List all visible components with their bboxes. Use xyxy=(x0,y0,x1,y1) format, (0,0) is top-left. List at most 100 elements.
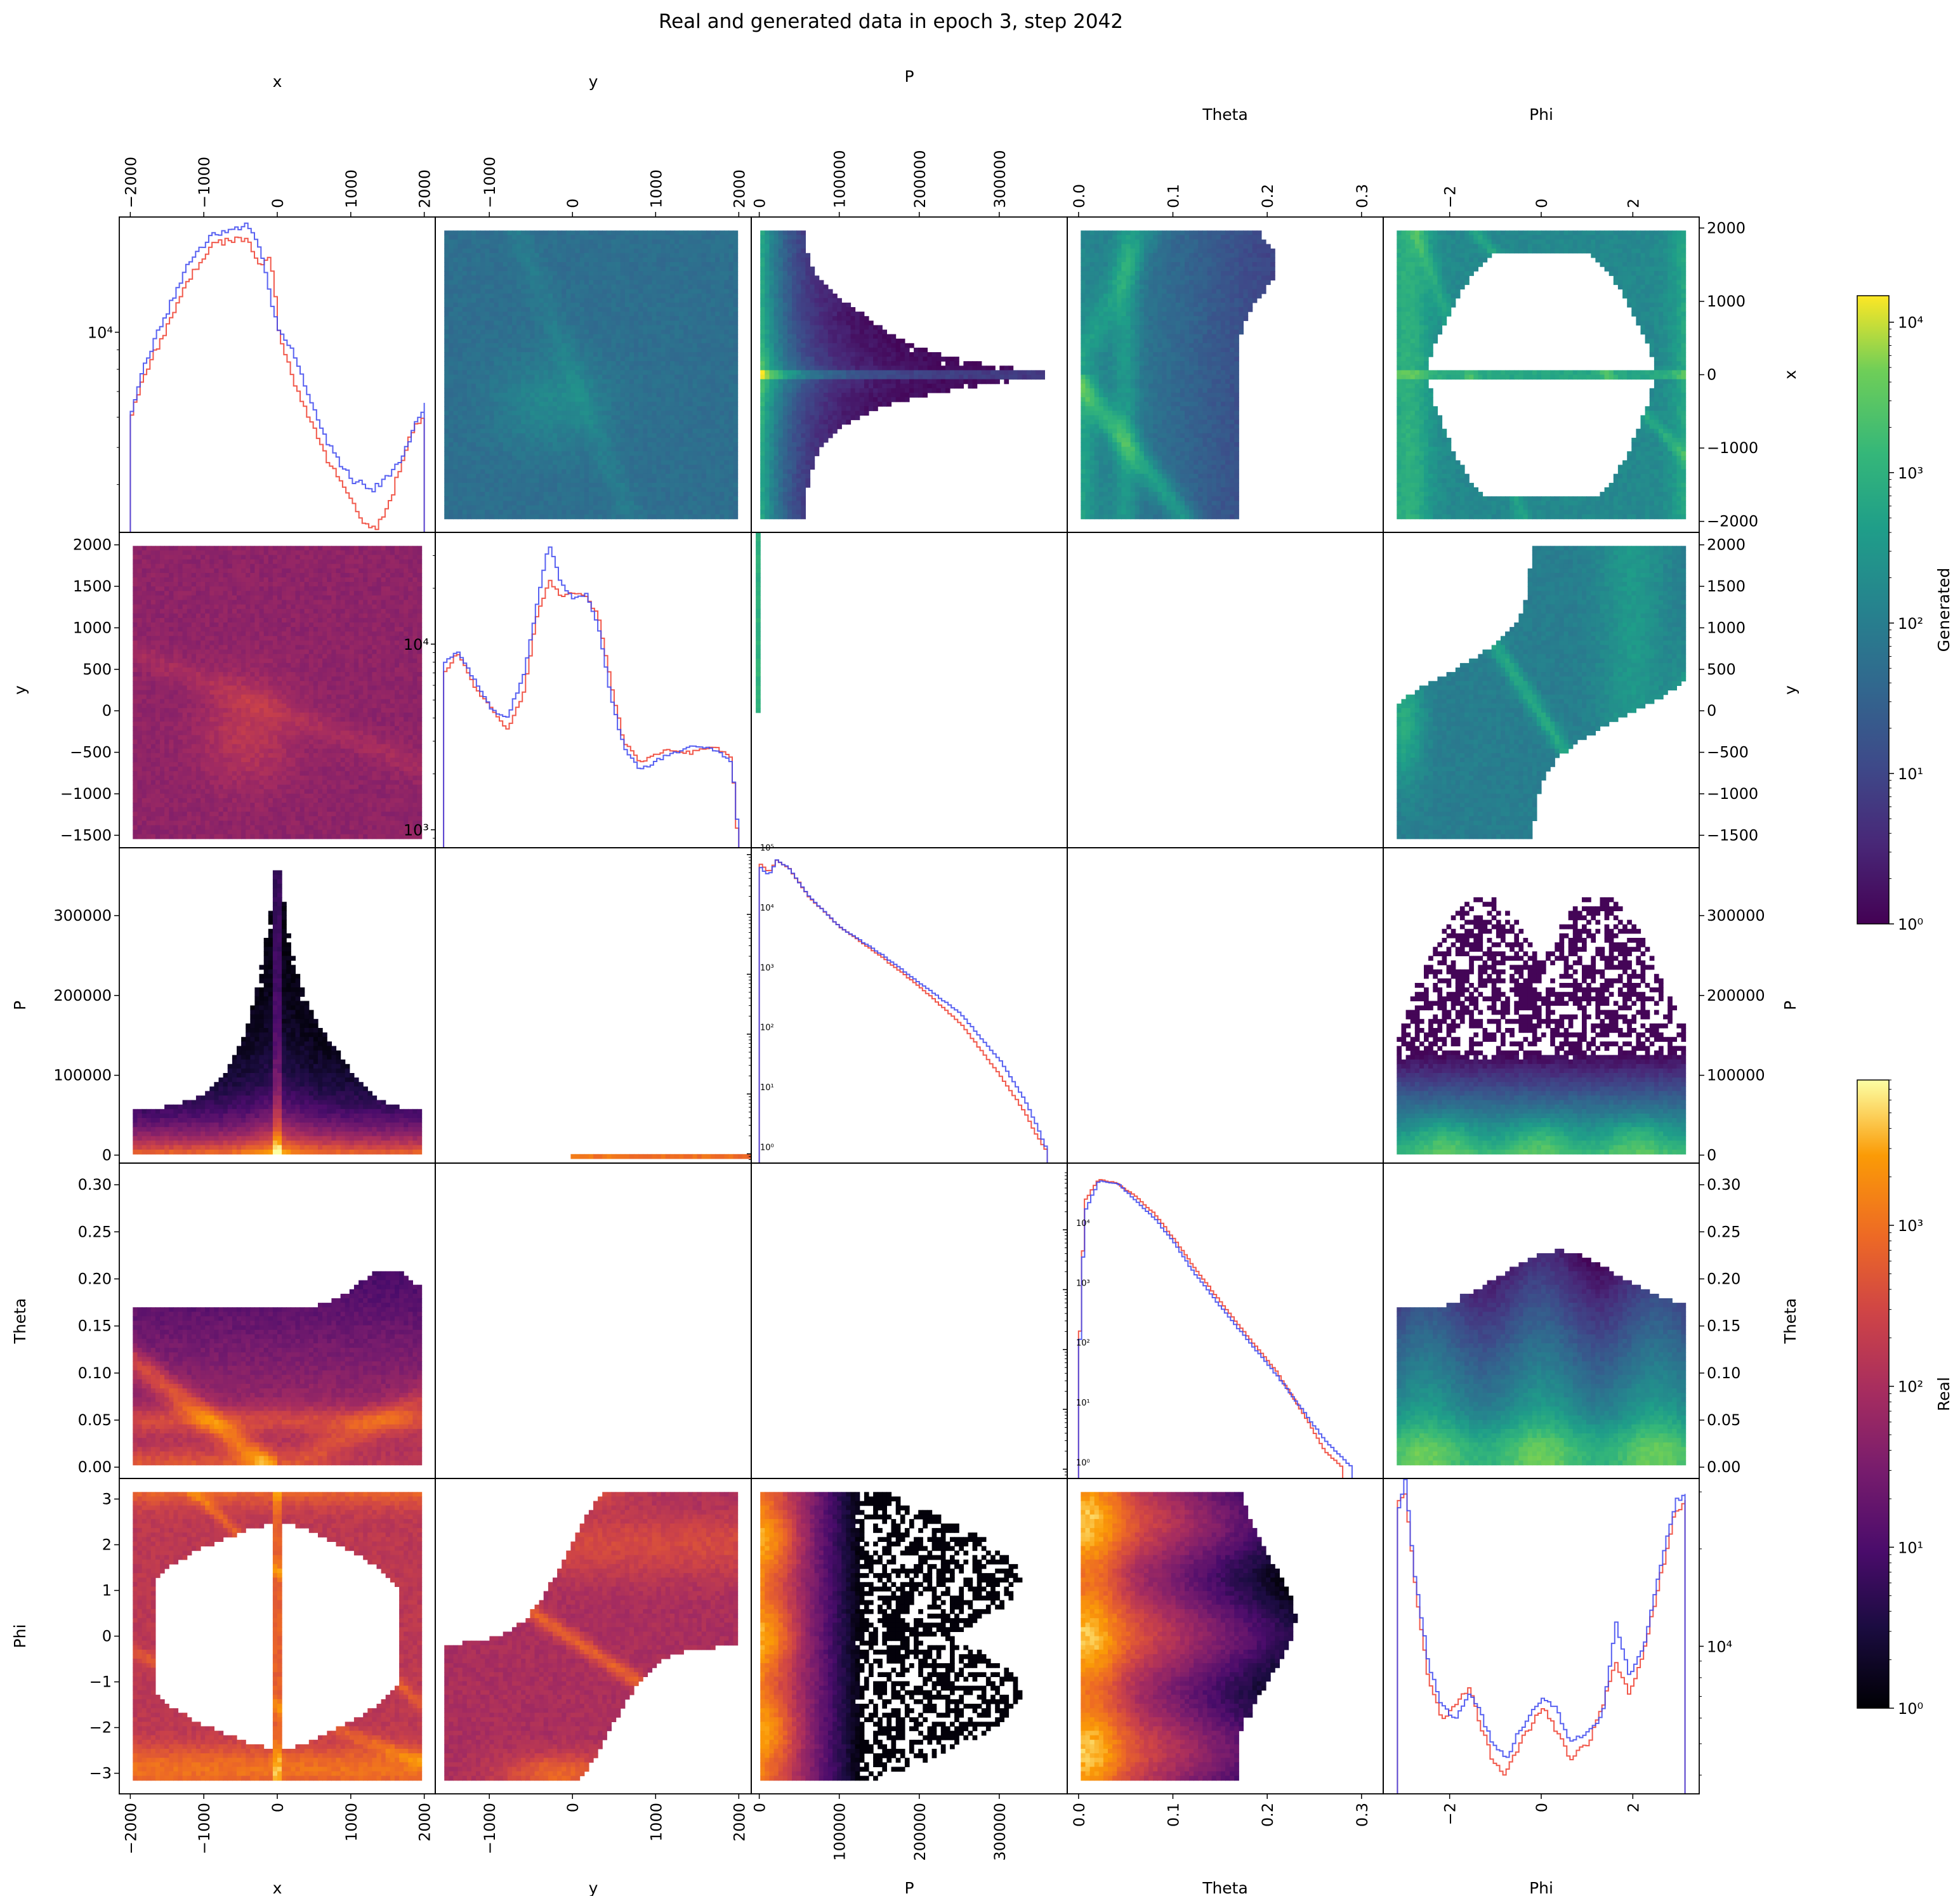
hist2d-bin xyxy=(471,433,477,438)
hist2d-bin xyxy=(715,298,720,303)
hist2d-bin xyxy=(669,352,675,357)
hist2d-bin xyxy=(457,496,463,501)
hist2d-bin xyxy=(629,248,635,254)
hist2d-bin xyxy=(543,374,549,380)
hist2d-bin xyxy=(516,473,522,479)
hist2d-bin xyxy=(602,257,607,263)
hist2d-bin xyxy=(462,406,468,411)
hist2d-bin xyxy=(796,411,801,416)
hist2d-bin xyxy=(720,397,725,402)
hist2d-bin xyxy=(557,298,562,303)
hist2d-bin xyxy=(629,501,635,506)
hist2d-bin xyxy=(584,302,589,308)
hist2d-bin xyxy=(511,230,517,235)
hist2d-bin xyxy=(624,487,630,492)
hist2d-bin xyxy=(711,424,716,430)
hist2d-bin xyxy=(810,442,815,447)
hist2d-bin xyxy=(620,402,626,407)
hist2d-bin xyxy=(634,267,639,272)
hist2d-bin xyxy=(471,428,477,434)
hist2d-bin xyxy=(683,325,688,331)
hist2d-bin xyxy=(521,379,526,385)
hist2d-bin xyxy=(598,487,603,492)
hist2d-bin xyxy=(530,244,536,249)
hist2d-bin xyxy=(543,347,549,353)
hist2d-bin xyxy=(557,419,562,425)
hist2d-bin xyxy=(539,230,544,235)
hist2d-bin xyxy=(521,248,526,254)
hist2d-bin xyxy=(760,510,765,515)
hist2d-bin xyxy=(724,406,729,411)
hist2d-bin xyxy=(598,338,603,344)
hist2d-bin xyxy=(656,397,662,402)
hist2d-bin xyxy=(643,447,648,452)
hist2d-bin xyxy=(792,253,797,258)
hist2d-bin xyxy=(724,501,729,506)
hist2d-bin xyxy=(701,442,707,447)
hist2d-bin xyxy=(720,514,725,520)
hist2d-bin xyxy=(715,239,720,245)
hist2d-bin xyxy=(733,253,739,258)
hist2d-bin xyxy=(453,406,459,411)
hist2d-bin xyxy=(485,392,490,398)
hist2d-bin xyxy=(548,275,553,280)
hist2d-bin xyxy=(711,437,716,443)
hist2d-bin xyxy=(683,275,688,280)
hist2d-bin xyxy=(792,437,797,443)
hist2d-bin xyxy=(711,320,716,326)
hist2d-bin xyxy=(724,334,729,339)
hist2d-bin xyxy=(494,397,499,402)
hist2d-bin xyxy=(602,451,607,456)
hist2d-bin xyxy=(534,320,540,326)
hist2d-bin xyxy=(449,492,454,497)
hist2d-bin xyxy=(498,284,504,290)
hist2d-bin xyxy=(733,469,739,475)
hist2d-bin xyxy=(769,496,775,501)
hist2d-bin xyxy=(530,478,536,484)
hist2d-bin xyxy=(444,464,449,470)
hist2d-bin xyxy=(566,307,571,312)
hist2d-bin xyxy=(769,325,775,331)
hist2d-bin xyxy=(656,482,662,488)
hist2d-bin xyxy=(575,365,581,371)
hist2d-bin xyxy=(453,312,459,317)
hist2d-bin xyxy=(656,447,662,452)
hist2d-bin xyxy=(566,280,571,286)
hist2d-bin xyxy=(534,451,540,456)
hist2d-bin xyxy=(674,230,680,235)
hist2d-bin xyxy=(669,253,675,258)
hist2d-bin xyxy=(697,302,702,308)
hist2d-bin xyxy=(611,433,617,438)
hist2d-bin xyxy=(647,487,653,492)
hist2d-bin xyxy=(466,492,472,497)
hist2d-bin xyxy=(553,482,558,488)
hist2d-bin xyxy=(674,442,680,447)
hist2d-bin xyxy=(511,482,517,488)
hist2d-bin xyxy=(661,257,666,263)
hist2d-bin xyxy=(534,298,540,303)
hist2d-bin xyxy=(629,383,635,389)
hist2d-bin xyxy=(607,312,612,317)
hist2d-bin xyxy=(787,419,793,425)
hist2d-bin xyxy=(593,365,598,371)
hist2d-bin xyxy=(728,257,734,263)
hist2d-bin xyxy=(525,514,530,520)
hist2d-bin xyxy=(792,460,797,466)
hist2d-bin xyxy=(593,437,598,443)
hist2d-bin xyxy=(706,510,711,515)
hist2d-bin xyxy=(805,365,811,371)
hist2d-bin xyxy=(679,487,684,492)
hist2d-bin xyxy=(760,482,765,488)
hist2d-bin xyxy=(525,442,530,447)
hist2d-bin xyxy=(715,289,720,294)
hist2d-bin xyxy=(476,437,481,443)
hist2d-bin xyxy=(720,442,725,447)
hist2d-bin xyxy=(810,388,815,393)
hist2d-bin xyxy=(494,473,499,479)
hist2d-bin xyxy=(760,469,765,475)
hist2d-bin xyxy=(548,419,553,425)
hist2d-bin xyxy=(485,334,490,339)
hist2d-bin xyxy=(665,239,671,245)
hist2d-bin xyxy=(692,460,698,466)
hist2d-bin xyxy=(489,334,495,339)
